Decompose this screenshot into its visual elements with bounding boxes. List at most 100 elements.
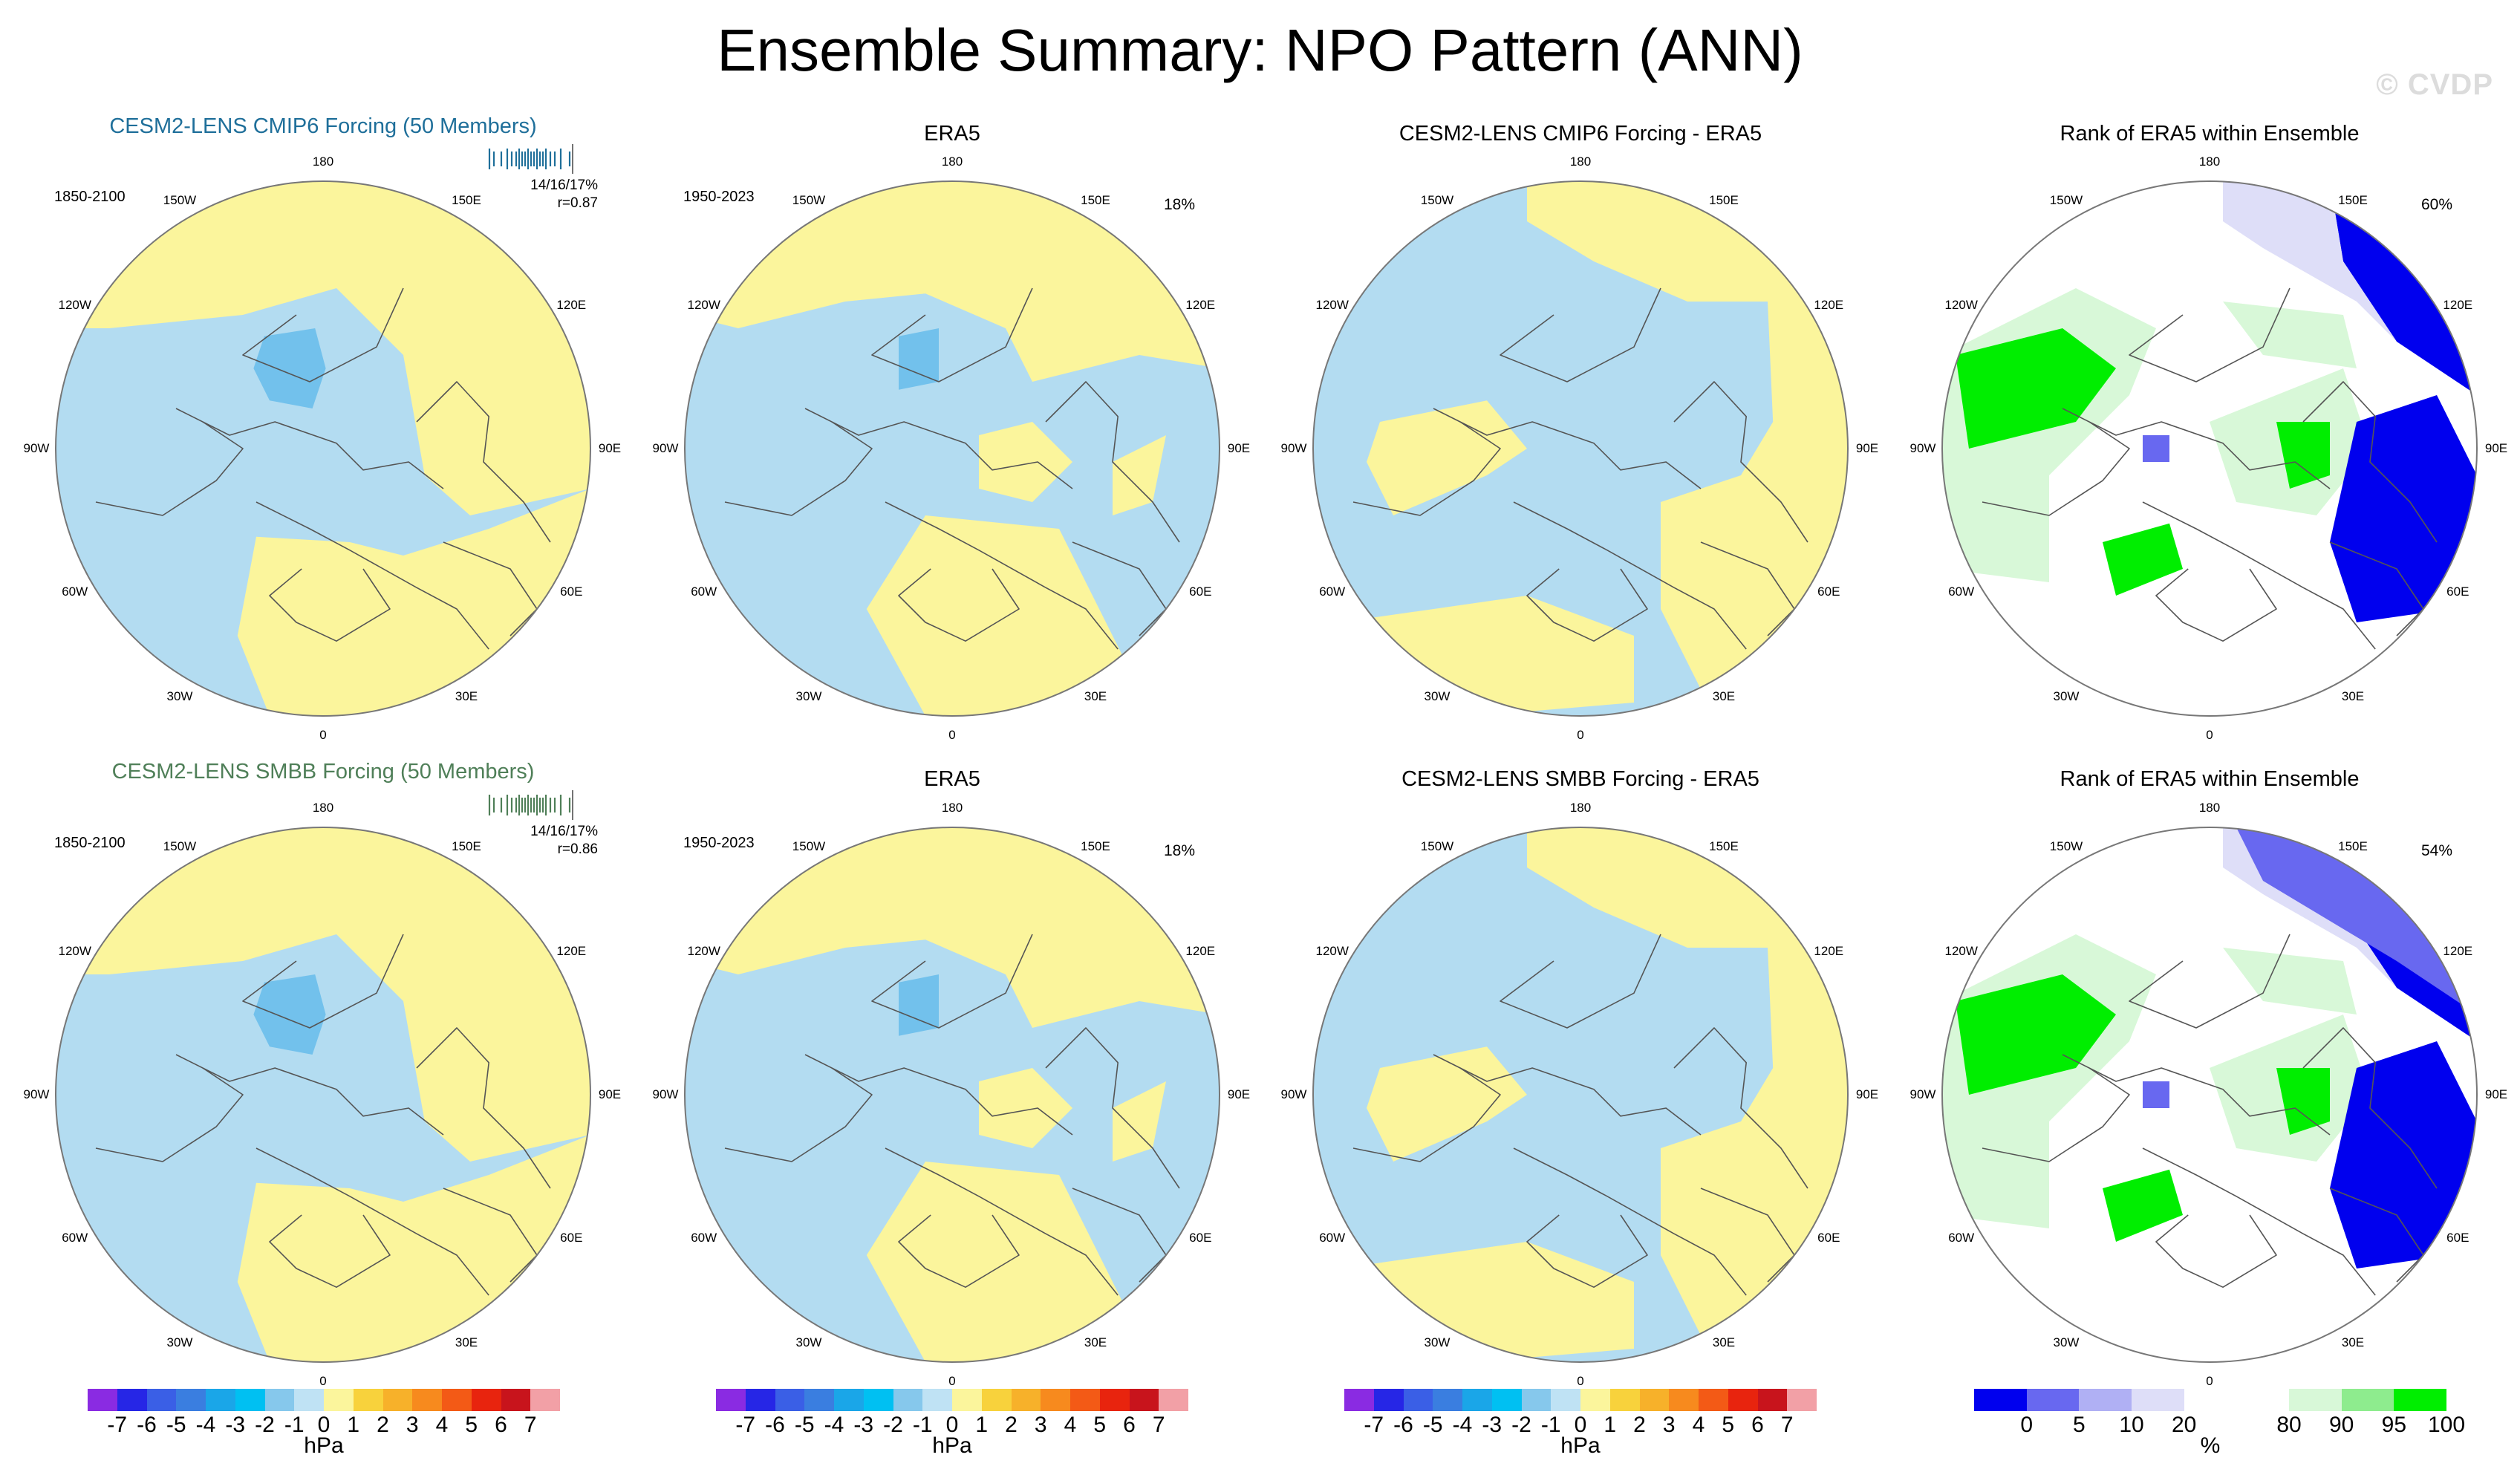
map-field [56, 827, 590, 1362]
coastline [1526, 568, 1648, 642]
colorbar-swatch [1344, 1389, 1374, 1411]
longitude-label: 90W [23, 1087, 50, 1101]
longitude-label: 60E [2446, 1231, 2469, 1245]
coastline [416, 381, 551, 543]
rank-region [2276, 1068, 2330, 1135]
coastline [724, 1067, 873, 1162]
coastline [255, 1147, 489, 1296]
longitude-label: 90E [1855, 441, 1879, 455]
longitude-label: 150E [1709, 838, 1739, 853]
longitude-label: 150W [2049, 838, 2083, 853]
colorbar-swatch [530, 1389, 560, 1411]
longitude-label: 90W [652, 1087, 679, 1101]
coastline [885, 501, 1119, 650]
coastline [416, 1027, 551, 1189]
strong-negative-region [253, 974, 326, 1055]
longitude-label: 120W [1315, 944, 1349, 958]
longitude-label: 150W [792, 192, 826, 207]
longitude-label: 30E [2341, 1335, 2365, 1350]
map-border [1312, 180, 1849, 717]
colorbar-swatch [922, 1389, 952, 1411]
longitude-label: 60E [2446, 584, 2469, 599]
longitude-label: 120W [687, 298, 720, 312]
rank-region [2330, 1041, 2477, 1269]
coastline [724, 421, 873, 516]
colorbar-swatch [382, 1389, 413, 1411]
colorbar-swatch [1491, 1389, 1522, 1411]
longitude-label: 60W [62, 584, 88, 599]
panel-title: CESM2-LENS CMIP6 Forcing (50 Members) [109, 114, 537, 138]
colorbar-tick-label: 4 [1692, 1413, 1705, 1437]
map-border [1941, 827, 2478, 1363]
coastline [1526, 1214, 1648, 1288]
longitude-label: 120E [1814, 298, 1844, 312]
longitude-label: 180 [1569, 154, 1592, 169]
colorbar-swatch [1639, 1389, 1670, 1411]
coastline [1045, 381, 1180, 543]
longitude-label: 90W [652, 441, 679, 455]
map-field [685, 827, 1220, 1362]
positive-region [1527, 827, 1848, 1362]
rank-region [2223, 948, 2357, 1015]
longitude-label: 180 [2198, 801, 2221, 815]
colorbar-tick-label: 1 [347, 1413, 360, 1437]
colorbar-swatch [1787, 1389, 1817, 1411]
longitude-label: 150W [163, 838, 197, 853]
longitude-label: 0 [948, 728, 956, 742]
colorbar-swatch [893, 1389, 923, 1411]
longitude-label: 90W [23, 441, 50, 455]
rank-region [1956, 974, 2116, 1095]
colorbar-tick-label: 6 [495, 1413, 507, 1437]
coastline [871, 287, 1033, 382]
longitude-label: 120W [1944, 298, 1978, 312]
colorbar-swatch [2026, 1389, 2080, 1411]
map-border [1941, 180, 2478, 717]
colorbar-swatch [442, 1389, 472, 1411]
polar-map [684, 180, 1220, 717]
coastline [242, 287, 404, 382]
longitude-label: 150W [2049, 192, 2083, 207]
longitude-label: 60E [1817, 1231, 1840, 1245]
coastline [871, 934, 1033, 1029]
coastline [898, 568, 1020, 642]
colorbar-tick-label: 100 [2427, 1413, 2466, 1437]
colorbar-swatch [1551, 1389, 1580, 1411]
longitude-label: 30W [795, 689, 822, 704]
longitude-label: 30E [1712, 689, 1736, 704]
coastline [175, 1054, 444, 1136]
longitude-label: 30E [2341, 689, 2365, 704]
colorbar-tick-label: -1 [912, 1413, 933, 1437]
map-border [684, 827, 1220, 1363]
rank-field [1942, 181, 2477, 716]
colorbar-unit: % [2200, 1433, 2221, 1458]
longitude-label: 30E [455, 1335, 478, 1350]
pattern-percent: 60% [2421, 196, 2453, 213]
colorbar-tick-label: 1 [975, 1413, 989, 1437]
rank-region [2103, 523, 2183, 596]
colorbar-tick-label: -3 [225, 1413, 246, 1437]
longitude-label: 150W [1420, 838, 1454, 853]
coastline [1673, 381, 1808, 543]
positive-region [866, 1162, 1139, 1362]
colorbar-tick-label: 80 [2276, 1413, 2302, 1437]
colorbar-tick-label: 6 [1123, 1413, 1136, 1437]
longitude-label: 60W [1948, 584, 1975, 599]
rank-region [2223, 181, 2397, 342]
longitude-label: 150E [1081, 838, 1110, 853]
longitude-label: 60E [560, 1231, 583, 1245]
coastline [1982, 1067, 2130, 1162]
hpa-colorbar [88, 1389, 560, 1411]
colorbar-tick-label: 7 [524, 1413, 537, 1437]
coastline [242, 934, 404, 1029]
rank-region [2143, 435, 2169, 462]
map-border [684, 180, 1220, 717]
colorbar-swatch [1669, 1389, 1699, 1411]
coastline [269, 568, 391, 642]
longitude-label: 0 [948, 1374, 956, 1388]
colorbar-tick-label: 95 [2381, 1413, 2407, 1437]
colorbar-tick-label: 2 [1005, 1413, 1018, 1437]
coastline [1673, 1027, 1808, 1189]
colorbar-unit: hPa [304, 1433, 344, 1458]
colorbar-tick-label: 90 [2328, 1413, 2354, 1437]
colorbar-unit: hPa [1560, 1433, 1601, 1458]
